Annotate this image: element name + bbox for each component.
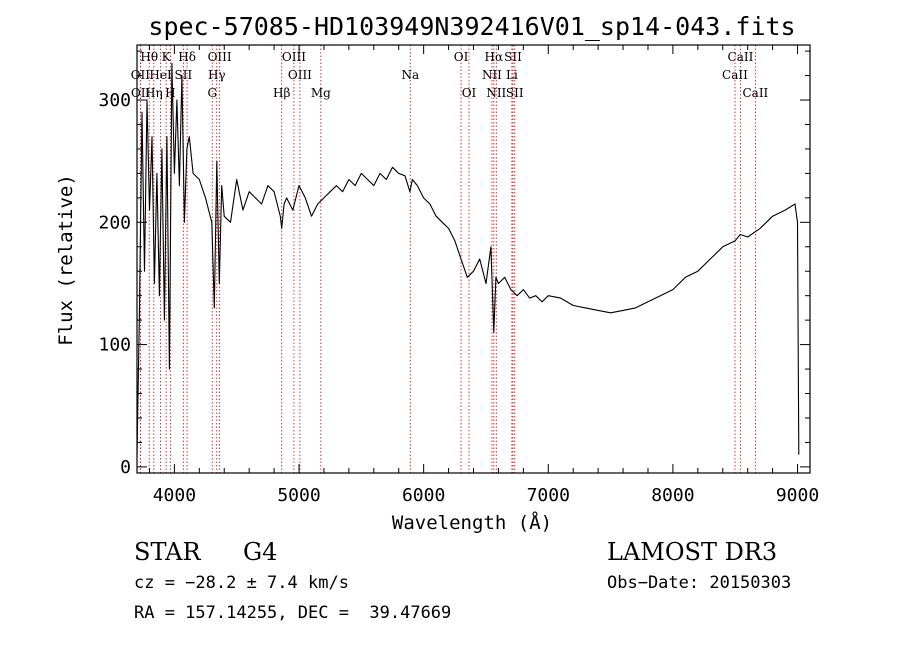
- emission-line-label: SII: [506, 86, 524, 100]
- x-axis-label: Wavelength (Å): [392, 511, 552, 534]
- emission-line-label: Na: [401, 68, 419, 82]
- emission-line-label: OII: [131, 86, 151, 100]
- emission-line-label: H: [165, 86, 175, 100]
- coordinates-text: RA = 157.14255, DEC = 39.47669: [134, 603, 452, 623]
- x-tick-label: 5000: [277, 485, 320, 506]
- emission-line-label: NII: [486, 86, 506, 100]
- y-tick-label: 200: [98, 212, 131, 233]
- emission-line-label: Hβ: [273, 86, 290, 100]
- emission-line-label: OI: [462, 86, 477, 100]
- emission-line-label: CaII: [742, 86, 768, 100]
- y-tick-label: 300: [98, 90, 131, 111]
- spectrum-line: [136, 62, 800, 455]
- emission-line-label: Hγ: [208, 68, 226, 82]
- y-tick-label: 0: [120, 457, 131, 478]
- plot-frame: [136, 44, 811, 474]
- emission-line-label: Mg: [311, 86, 331, 100]
- x-tick-label: 4000: [153, 485, 196, 506]
- y-axis-ticks: 0 100 200 300: [98, 50, 810, 478]
- emission-line-label: Hη: [145, 86, 163, 100]
- emission-line-markers: [139, 45, 756, 473]
- emission-line-label: Hθ: [140, 50, 158, 64]
- emission-line-label: OII: [131, 68, 151, 82]
- emission-line-label: OIII: [208, 50, 232, 64]
- x-axis-ticks: 4000 5000 6000 7000 8000 9000: [148, 45, 819, 506]
- emission-line-label: CaII: [728, 50, 754, 64]
- y-tick-label: 100: [98, 335, 131, 356]
- obs-date-text: Obs−Date: 20150303: [607, 573, 792, 593]
- x-tick-label: 7000: [527, 485, 570, 506]
- redshift-text: cz = −28.2 ± 7.4 km/s: [134, 573, 349, 593]
- emission-line-label: SII: [504, 50, 522, 64]
- emission-line-label: Hδ: [178, 50, 196, 64]
- emission-line-label: CaII: [722, 68, 748, 82]
- emission-line-label: Li: [506, 68, 518, 82]
- emission-line-label: HeI: [149, 68, 172, 82]
- subclass: G4: [243, 538, 278, 566]
- x-tick-label: 8000: [651, 485, 694, 506]
- emission-line-label: OIII: [288, 68, 312, 82]
- spectrum-chart: spec-57085-HD103949N392416V01_sp14-043.f…: [55, 12, 819, 534]
- emission-line-label: G: [207, 86, 217, 100]
- emission-line-label: Hα: [485, 50, 504, 64]
- emission-line-label: K: [162, 50, 172, 64]
- x-tick-label: 9000: [776, 485, 819, 506]
- x-tick-label: 6000: [402, 485, 445, 506]
- emission-line-label: NII: [482, 68, 502, 82]
- y-axis-label: Flux (relative): [55, 174, 77, 346]
- emission-line-label: OI: [454, 50, 469, 64]
- survey-name: LAMOST DR3: [607, 538, 778, 566]
- emission-line-label: OIII: [282, 50, 306, 64]
- chart-title: spec-57085-HD103949N392416V01_sp14-043.f…: [148, 12, 795, 41]
- emission-line-label: SII: [175, 68, 193, 82]
- spectrum-series: [136, 62, 800, 455]
- object-class: STAR: [134, 538, 201, 566]
